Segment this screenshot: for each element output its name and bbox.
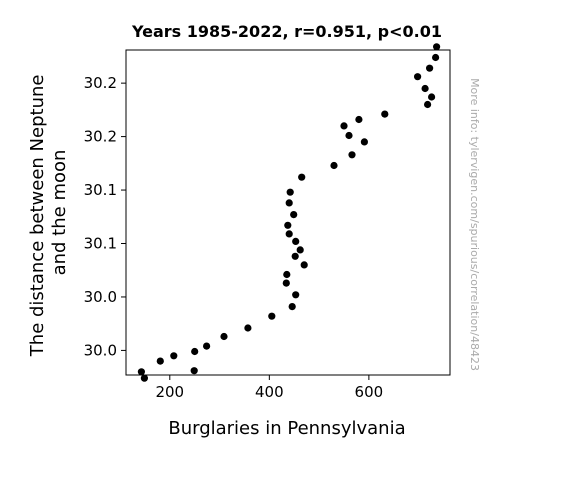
data-point <box>300 261 308 269</box>
source-watermark: More info: tylervigen.com/spurious/corre… <box>468 78 481 371</box>
y-axis-label-line-2: and the moon <box>49 150 70 276</box>
x-axis: 200 400 600 <box>155 375 383 401</box>
y-tick-label: 30.1 <box>84 235 117 253</box>
x-axis-label: Burglaries in Pennsylvania <box>168 418 405 439</box>
data-point <box>381 110 389 118</box>
x-tick-label: 400 <box>255 383 284 401</box>
y-tick-label: 30.0 <box>84 288 117 306</box>
data-point <box>291 252 299 260</box>
y-tick-label: 30.2 <box>84 128 117 146</box>
data-point <box>428 93 436 101</box>
y-axis-label: The distance between Neptune and the moo… <box>27 69 70 357</box>
data-point <box>170 352 178 360</box>
y-tick-label: 30.1 <box>84 181 117 199</box>
data-point <box>156 357 164 365</box>
data-point <box>414 73 422 81</box>
data-point <box>283 270 291 279</box>
x-tick-label: 200 <box>155 383 184 401</box>
data-point <box>290 211 298 219</box>
plot-frame <box>125 49 451 376</box>
plot-area <box>137 43 441 382</box>
data-point <box>355 115 363 124</box>
data-point <box>292 291 300 299</box>
data-point <box>286 188 294 196</box>
data-point <box>360 138 368 146</box>
y-tick-label: 30.0 <box>84 341 117 359</box>
y-tick-label: 30.2 <box>84 74 117 92</box>
data-point <box>298 173 306 181</box>
x-tick-label: 600 <box>355 383 384 401</box>
data-point <box>220 332 228 341</box>
data-point <box>244 324 252 332</box>
data-point <box>424 100 432 109</box>
data-point <box>421 84 429 93</box>
data-point <box>282 279 290 287</box>
data-point <box>288 303 296 311</box>
data-point <box>432 53 440 62</box>
data-point <box>285 199 293 207</box>
y-axis-label-line-1: The distance between Neptune <box>27 75 48 358</box>
data-point <box>284 221 292 229</box>
data-point <box>190 367 198 375</box>
data-point <box>348 151 356 159</box>
data-point <box>191 347 199 356</box>
data-point <box>268 312 276 320</box>
data-point <box>296 246 304 254</box>
data-point <box>345 131 353 140</box>
y-axis: 30.0 30.0 30.1 30.1 30.2 30.2 <box>84 74 126 359</box>
data-point <box>285 230 293 238</box>
chart-title: Years 1985-2022, r=0.951, p<0.01 <box>131 22 442 41</box>
data-point <box>203 342 211 350</box>
data-point <box>292 237 300 245</box>
data-point <box>140 374 148 382</box>
data-point <box>340 122 348 130</box>
data-point <box>137 368 145 376</box>
data-point <box>330 161 338 170</box>
data-point <box>426 64 434 72</box>
data-point <box>433 43 441 51</box>
